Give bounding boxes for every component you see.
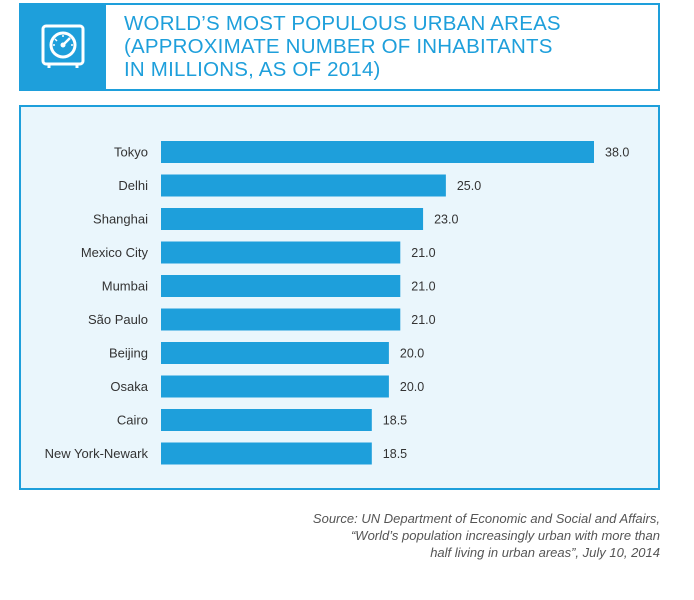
- header-box: WORLD’S MOST POPULOUS URBAN AREAS (APPRO…: [19, 3, 660, 91]
- category-label: Beijing: [109, 346, 148, 361]
- bar: [161, 208, 424, 230]
- category-label: Mumbai: [102, 279, 148, 294]
- chart-title: WORLD’S MOST POPULOUS URBAN AREAS (APPRO…: [124, 12, 644, 81]
- category-label: Osaka: [110, 379, 148, 394]
- data-label: 21.0: [411, 280, 435, 294]
- bar: [161, 141, 594, 163]
- data-label: 23.0: [434, 213, 458, 227]
- icon-badge: [21, 5, 106, 89]
- bar: [161, 241, 401, 264]
- category-label: Mexico City: [81, 245, 149, 260]
- data-label: 18.5: [383, 414, 407, 428]
- bar-chart: Tokyo 38.0 Delhi 25.0 Shanghai 23.0 Mexico Cit…: [45, 141, 629, 465]
- category-label: Delhi: [118, 178, 148, 193]
- bar: [161, 308, 401, 331]
- chart-panel: Tokyo 38.0 Delhi 25.0 Shanghai 23.0 Mexico Cit…: [19, 105, 660, 490]
- title-line: WORLD’S MOST POPULOUS URBAN AREAS: [124, 12, 561, 35]
- bar: [161, 174, 446, 197]
- source-line: half living in urban areas”, July 10, 20…: [430, 545, 660, 560]
- source-note: Source: UN Department of Economic and So…: [190, 510, 660, 561]
- title-line: (APPROXIMATE NUMBER OF INHABITANTS: [124, 35, 553, 58]
- bar: [161, 342, 389, 364]
- source-line: “World’s population increasingly urban w…: [350, 528, 660, 543]
- data-label: 25.0: [457, 179, 481, 193]
- category-label: Shanghai: [93, 212, 148, 227]
- bar: [161, 375, 389, 398]
- source-line: Source: UN Department of Economic and So…: [312, 511, 660, 526]
- title-line: IN MILLIONS, AS OF 2014): [124, 58, 381, 81]
- bar: [161, 409, 372, 431]
- category-label: São Paulo: [88, 312, 148, 327]
- data-label: 20.0: [400, 380, 424, 394]
- bar: [161, 275, 401, 297]
- data-label: 18.5: [383, 447, 407, 461]
- data-label: 20.0: [400, 347, 424, 361]
- category-label: New York-Newark: [45, 446, 149, 461]
- data-label: 38.0: [605, 146, 629, 160]
- data-label: 21.0: [411, 246, 435, 260]
- data-label: 21.0: [411, 313, 435, 327]
- category-label: Cairo: [117, 413, 148, 428]
- bar: [161, 442, 372, 465]
- gauge-icon: [41, 24, 85, 68]
- category-label: Tokyo: [114, 145, 148, 160]
